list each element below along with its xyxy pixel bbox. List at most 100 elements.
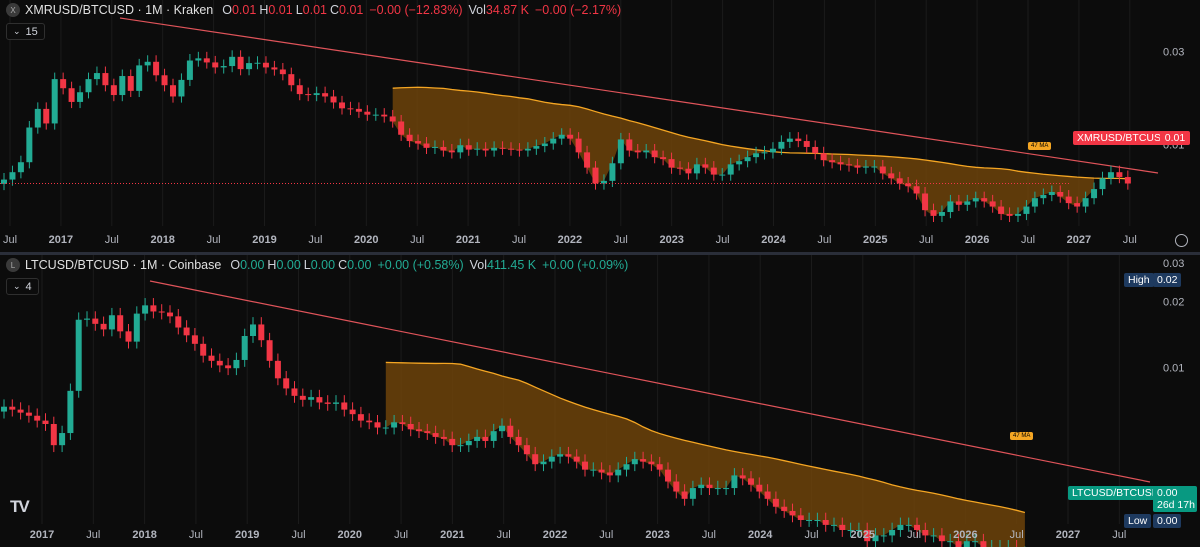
candle-body <box>1040 195 1047 199</box>
candle-body <box>305 94 312 96</box>
pane-divider[interactable] <box>0 252 1200 255</box>
candle-body <box>789 510 796 516</box>
x-axis-tick-label: 2024 <box>761 234 786 246</box>
candle-body <box>299 395 306 400</box>
low-marker-value: 0.00 <box>1153 514 1182 528</box>
candle-body <box>964 201 971 205</box>
settings-gear-icon[interactable] <box>1175 234 1188 247</box>
candle-body <box>291 388 298 396</box>
x-axis-tick-label: 2021 <box>456 234 480 246</box>
indicator-count: 15 <box>25 25 38 38</box>
candle-body <box>349 409 356 415</box>
candle-body <box>233 359 240 369</box>
open-label: O <box>230 258 241 272</box>
candle-body <box>241 336 248 360</box>
candle-body <box>710 167 717 175</box>
volume-label: Vol <box>469 258 488 272</box>
candle-body <box>225 365 232 369</box>
x-axis-tick-label: 2026 <box>965 234 989 246</box>
candle-body <box>34 415 41 421</box>
low-value: 0.01 <box>302 3 327 17</box>
candle-body <box>186 60 193 80</box>
candle-body <box>896 178 903 184</box>
candle-body <box>92 318 99 324</box>
candle-body <box>631 459 638 465</box>
candle-body <box>59 433 66 446</box>
xmr-chart-canvas[interactable]: 0.03 0.01 Jul 2017 Jul 2018 Jul 2019 Jul 2020 Jul 2… <box>0 0 1200 252</box>
candle-body <box>17 409 24 413</box>
candle-body <box>972 541 979 543</box>
candle-body <box>416 429 422 432</box>
candle-body <box>781 506 788 511</box>
xmr-chart-pane[interactable]: 0.03 0.01 Jul 2017 Jul 2018 Jul 2019 Jul 2020 Jul 2… <box>0 0 1200 252</box>
candle-body <box>575 138 582 153</box>
candle-body <box>600 180 607 184</box>
candle-body <box>482 148 489 151</box>
ltc-chart-pane[interactable]: 0.03 0.02 0.01 2017 Jul 2018 Jul 2019 Jul 2020 Jul… <box>0 255 1200 547</box>
x-axis-tick-label: Jul <box>410 234 424 246</box>
candle-body <box>355 108 362 112</box>
candle-body <box>382 427 389 429</box>
indicators-toggle[interactable]: ⌄ 15 <box>6 23 45 40</box>
x-axis-tick-label: Jul <box>105 234 119 246</box>
candle-body <box>482 436 489 441</box>
candle-body <box>366 420 373 423</box>
candle-body <box>178 79 185 97</box>
candle-body <box>880 535 887 537</box>
candle-body <box>930 210 937 216</box>
candle-body <box>955 541 962 547</box>
x-axis-tick-label: 2024 <box>748 529 773 541</box>
candle-body <box>769 148 776 153</box>
moving-average-line <box>392 86 1128 180</box>
indicators-toggle[interactable]: ⌄ 4 <box>6 278 39 295</box>
candle-body <box>448 150 455 153</box>
candle-body <box>357 414 364 421</box>
symbol-title[interactable]: XMRUSD/BTCUSD · 1M · Kraken <box>25 3 214 17</box>
candle-body <box>1116 172 1123 178</box>
candle-body <box>938 535 945 542</box>
candle-body <box>524 148 531 151</box>
x-axis-tick-label: Jul <box>817 234 831 246</box>
x-axis-tick-label: 2027 <box>1056 529 1080 541</box>
x-axis-tick-label: Jul <box>207 234 221 246</box>
candle-body <box>266 340 273 361</box>
x-axis-tick-label: Jul <box>716 234 730 246</box>
candle-body <box>465 440 472 446</box>
candle-body <box>1099 178 1106 190</box>
candle-body <box>673 481 680 492</box>
candle-body <box>786 138 793 142</box>
candle-body <box>831 524 837 526</box>
candle-body <box>508 148 514 150</box>
candle-body <box>262 62 269 68</box>
open-value: 0.00 <box>240 258 265 272</box>
symbol-title[interactable]: LTCUSD/BTCUSD · 1M · Coinbase <box>25 258 222 272</box>
candle-body <box>558 134 565 139</box>
x-axis-tick-label: Jul <box>1112 529 1126 541</box>
low-marker-label: Low <box>1124 514 1152 528</box>
candle-body <box>623 464 630 470</box>
ltc-chart-canvas[interactable]: 0.03 0.02 0.01 2017 Jul 2018 Jul 2019 Jul 2020 Jul… <box>0 255 1200 547</box>
candle-body <box>584 152 591 168</box>
candle-body <box>795 138 802 142</box>
candle-body <box>1 179 7 184</box>
candle-body <box>592 167 599 184</box>
candle-body <box>981 198 988 202</box>
candle-body <box>110 85 117 96</box>
candle-body <box>837 162 844 165</box>
xmr-legend: X XMRUSD/BTCUSD · 1M · Kraken O 0.01 H 0.0… <box>6 3 621 17</box>
candle-body <box>125 331 132 342</box>
x-axis-tick-label: 2023 <box>659 234 683 246</box>
candle-body <box>914 524 920 530</box>
candle-body <box>399 422 406 424</box>
candle-body <box>296 85 303 95</box>
candle-body <box>693 164 700 174</box>
candle-body <box>1057 191 1064 197</box>
candle-body <box>347 108 354 110</box>
candle-body <box>200 343 207 356</box>
candle-body <box>922 193 929 211</box>
x-axis-tick-label: 2018 <box>150 234 174 246</box>
candle-body <box>854 165 861 168</box>
candle-body <box>313 93 320 96</box>
candle-body <box>955 201 962 205</box>
x-axis-tick-label: Jul <box>3 234 17 246</box>
